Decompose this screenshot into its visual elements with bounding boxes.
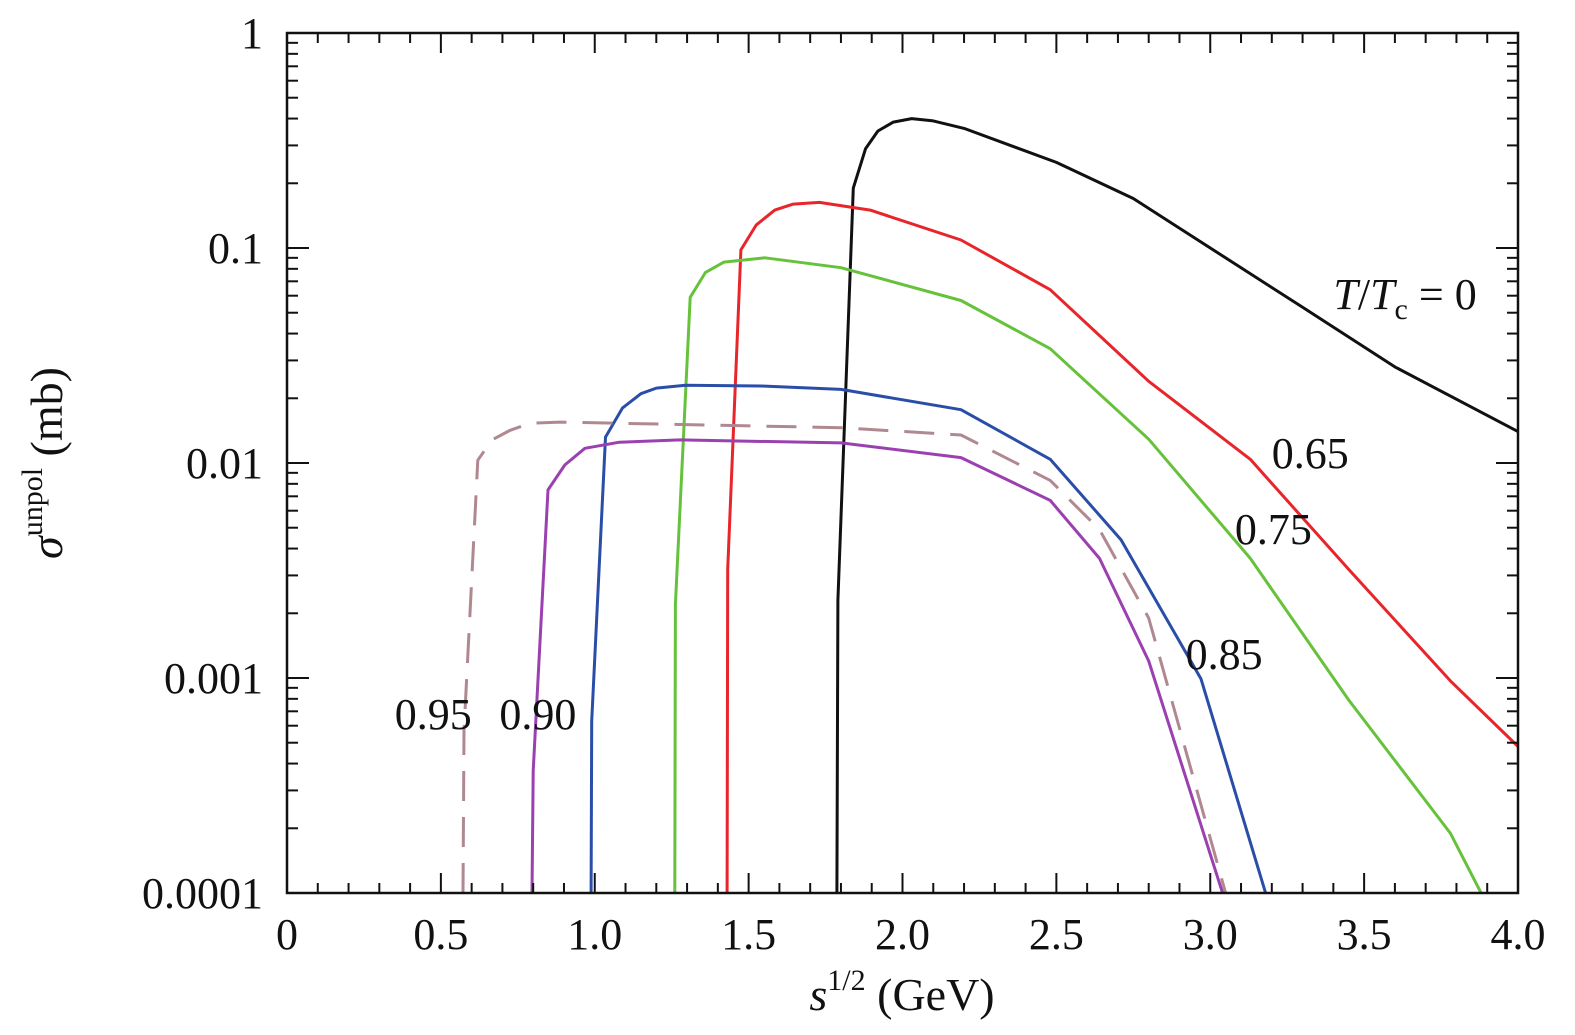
tick-labels: 0 0.5 1.0 1.5 2.0 2.5 3.0 3.5 4.0 1 0.1 0.01 0.001 0.…: [142, 9, 1546, 959]
curve-label: 0.95: [395, 690, 472, 739]
x-tick-label: 1.5: [721, 910, 776, 959]
x-axis-label: s1/2 (GeV): [809, 964, 994, 1020]
series-line-0-95: [461, 420, 1228, 894]
series-line-0-85: [589, 383, 1268, 894]
curve-labels: T/Tc = 0 0.65 0.75 0.85 0.90 0.95: [395, 270, 1477, 739]
x-tick-label: 0.5: [413, 910, 468, 959]
curve-label: 0.85: [1186, 630, 1263, 679]
axis-ticks: [286, 32, 1519, 894]
y-tick-label: 1: [241, 9, 263, 58]
x-tick-label: 4.0: [1491, 910, 1546, 959]
y-tick-label: 0.001: [164, 654, 263, 703]
y-tick-label: 0.0001: [142, 869, 263, 918]
series-line-0-90: [530, 438, 1225, 894]
curve-label: 0.75: [1235, 505, 1312, 554]
x-tick-label: 3.0: [1183, 910, 1238, 959]
curve-label: 0.90: [499, 690, 576, 739]
series-line-0-75: [673, 256, 1483, 894]
y-axis-label: σunpol (mb): [16, 367, 72, 559]
x-tick-label: 2.0: [875, 910, 930, 959]
x-tick-label: 0: [276, 910, 298, 959]
series-line-0-65: [725, 200, 1520, 894]
curve-label: 0.65: [1272, 429, 1349, 478]
x-tick-label: 1.0: [567, 910, 622, 959]
curves: [461, 117, 1520, 894]
y-tick-label: 0.1: [208, 224, 263, 273]
series-line-T-Tc-0: [835, 117, 1519, 894]
curve-label: T/Tc = 0: [1333, 270, 1476, 326]
x-tick-label: 3.5: [1337, 910, 1392, 959]
y-tick-label: 0.01: [186, 439, 263, 488]
x-tick-label: 2.5: [1029, 910, 1084, 959]
